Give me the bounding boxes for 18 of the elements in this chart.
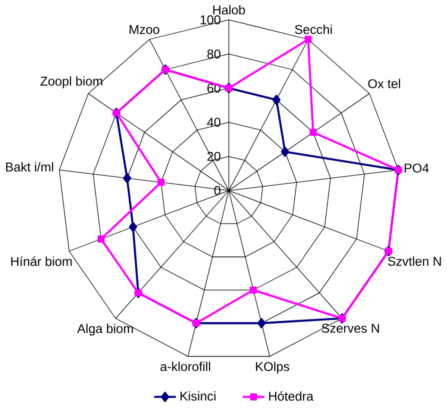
spoke-label: PO4	[404, 164, 429, 173]
spoke-label: a-klorofill	[160, 362, 210, 372]
spoke-label: Szerves N	[322, 324, 379, 333]
y-tick-label: 100	[200, 15, 220, 24]
spoke-label: KOlps	[256, 362, 290, 374]
spoke-label: Zoopl biom	[40, 76, 102, 88]
spoke-label: Hínár biom	[11, 256, 72, 266]
spoke-label: Szvtlen N	[388, 256, 441, 266]
legend-label: Hótedra	[269, 391, 314, 401]
spoke-label: Alga biom	[77, 324, 133, 336]
spoke-label: Halob	[213, 5, 245, 15]
spoke-label: Ox tel	[368, 79, 400, 88]
legend-label: Kisinci	[180, 391, 216, 401]
spoke-label: Mzoo	[130, 25, 160, 34]
y-tick-label: 80	[207, 50, 220, 59]
spoke-label: Secchi	[294, 24, 332, 34]
y-tick-label: 40	[207, 118, 220, 127]
spoke-label: Bakt i/ml	[6, 162, 54, 172]
